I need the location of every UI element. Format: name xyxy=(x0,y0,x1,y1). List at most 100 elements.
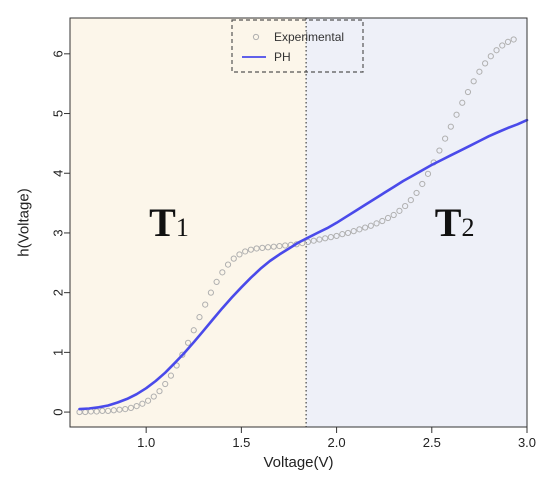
experimental-point xyxy=(367,222,374,229)
experimental-point xyxy=(384,214,392,222)
experimental-point xyxy=(327,234,334,241)
experimental-point xyxy=(110,407,117,414)
x-tick-label: 2.0 xyxy=(328,435,346,450)
x-tick-label: 1.0 xyxy=(137,435,155,450)
experimental-point xyxy=(282,242,289,249)
experimental-point xyxy=(419,180,426,188)
experimental-point xyxy=(356,226,363,233)
experimental-point xyxy=(179,351,186,358)
experimental-point xyxy=(253,245,260,252)
x-tick-label: 3.0 xyxy=(518,435,536,450)
region-backgrounds xyxy=(70,18,527,427)
experimental-point xyxy=(184,339,192,346)
experimental-point xyxy=(407,197,414,204)
experimental-point xyxy=(402,202,409,210)
legend-box xyxy=(231,19,364,73)
experimental-point xyxy=(464,88,472,96)
experimental-point xyxy=(127,404,135,411)
region-label-subscript: 1 xyxy=(176,213,189,242)
experimental-point xyxy=(390,211,397,219)
region-1-background xyxy=(70,18,307,427)
experimental-point xyxy=(350,228,357,235)
ph-curve-layer xyxy=(78,118,529,411)
experimental-point xyxy=(310,237,317,244)
experimental-point xyxy=(207,289,215,296)
x-axis-title: Voltage(V) xyxy=(263,454,333,471)
experimental-point xyxy=(270,243,277,250)
experimental-point xyxy=(487,53,494,60)
experimental-point xyxy=(190,327,197,334)
experimental-point xyxy=(504,38,512,45)
experimental-point xyxy=(453,111,460,118)
experimental-point xyxy=(276,242,283,250)
y-tick-label: 0 xyxy=(51,408,66,415)
legend-ph-label: PH xyxy=(274,50,291,64)
experimental-point xyxy=(104,407,112,414)
experimental-point xyxy=(424,170,432,177)
experimental-point xyxy=(396,207,403,214)
experimental-point xyxy=(202,301,209,308)
axes: 1.0 1.5 2.0 2.5 3.0 0 1 2 3 4 5 6 xyxy=(51,50,537,450)
experimental-point xyxy=(167,372,175,379)
y-tick-label: 3 xyxy=(51,229,66,236)
experimental-point xyxy=(304,238,312,246)
experimental-point xyxy=(339,231,346,238)
experimental-point xyxy=(133,403,140,410)
experimental-point xyxy=(413,189,420,197)
experimental-point xyxy=(499,42,506,49)
experimental-point xyxy=(219,269,226,276)
experimental-point xyxy=(344,229,352,237)
region-label-main: T xyxy=(435,200,462,245)
experimental-point xyxy=(436,147,443,154)
experimental-points xyxy=(76,36,517,416)
experimental-point xyxy=(510,36,517,43)
y-tick-label: 6 xyxy=(51,50,66,57)
experimental-point xyxy=(482,60,489,67)
experimental-point xyxy=(99,407,106,414)
plot-frame xyxy=(69,17,528,428)
region-2-background xyxy=(306,18,527,427)
experimental-point xyxy=(236,251,243,258)
experimental-point xyxy=(196,314,203,321)
experimental-point xyxy=(264,244,272,251)
x-tick-label: 1.5 xyxy=(232,435,250,450)
experimental-point xyxy=(362,224,369,231)
y-tick-label: 4 xyxy=(51,170,66,177)
region-labels: T1 T2 xyxy=(149,200,474,245)
legend-experimental-marker xyxy=(252,33,260,41)
experimental-point xyxy=(379,217,386,225)
experimental-point xyxy=(93,408,100,415)
experimental-point xyxy=(333,232,340,240)
region-label-subscript: 2 xyxy=(461,213,474,242)
experimental-point xyxy=(156,388,163,395)
experimental-point xyxy=(139,400,146,407)
experimental-point xyxy=(224,261,232,268)
experimental-point xyxy=(144,397,152,404)
y-tick-label: 5 xyxy=(51,110,66,117)
experimental-point xyxy=(247,246,254,253)
legend-experimental-label: Experimental xyxy=(274,30,344,44)
experimental-point xyxy=(150,393,157,400)
experimental-point xyxy=(459,99,466,106)
y-axis-title: h(Voltage) xyxy=(16,188,33,256)
region-1-label: T1 xyxy=(149,200,189,245)
experimental-point xyxy=(316,236,323,243)
y-tick-label: 2 xyxy=(51,289,66,296)
experimental-point xyxy=(116,406,123,413)
experimental-point xyxy=(213,278,220,286)
region-2-label: T2 xyxy=(435,200,475,245)
ph-series-line xyxy=(78,118,529,411)
legend: Experimental PH xyxy=(231,19,364,73)
experimental-point xyxy=(259,244,266,251)
x-tick-label: 2.5 xyxy=(423,435,441,450)
experimental-point xyxy=(470,78,477,85)
experimental-point xyxy=(230,255,237,262)
region-label-main: T xyxy=(149,200,176,245)
experimental-point xyxy=(373,220,380,227)
experimental-point xyxy=(442,135,449,142)
experimental-point xyxy=(122,405,129,413)
experimental-point xyxy=(476,68,483,75)
experimental-point xyxy=(493,47,500,54)
experimental-point xyxy=(242,248,249,255)
